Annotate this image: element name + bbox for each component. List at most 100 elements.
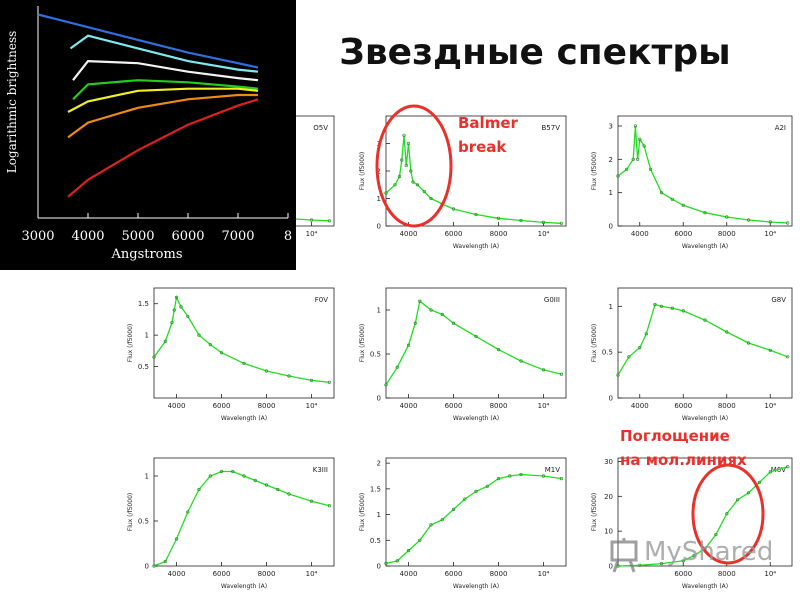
x-tick-label: 10⁴ [764, 570, 776, 578]
spectrum-point [451, 507, 456, 512]
y-tick-label: 1 [145, 473, 149, 481]
x-tick-label: 4000 [400, 230, 418, 238]
spectrum-line-f0v [153, 295, 330, 383]
inset-x-tick-label: 6000 [171, 229, 204, 244]
spectrum-point [625, 167, 629, 171]
spectral-type-label: M1V [545, 466, 560, 474]
spectrum-point [163, 339, 167, 344]
spectrum-point [670, 306, 674, 310]
x-axis-label: Wavelength (A) [221, 583, 267, 590]
x-tick-label: 6000 [445, 570, 463, 578]
y-tick-label: 1 [377, 511, 381, 519]
slide-title: Звездные спектры [339, 32, 731, 73]
y-axis-label: Flux (/f5000) [359, 493, 366, 531]
spectrum-point [287, 374, 291, 378]
inset-x-tick-label: 8 [284, 229, 292, 244]
spectrum-point [659, 561, 664, 566]
spectrum-point [395, 559, 399, 563]
y-axis-label: Flux (/f5000) [591, 324, 598, 362]
x-tick-label: 8000 [718, 230, 736, 238]
spectrum-point [519, 359, 523, 363]
spectrum-point [327, 504, 332, 508]
spectrum-point [253, 478, 257, 483]
x-axis-label: Wavelength (A) [453, 583, 499, 590]
x-tick-label: 8000 [490, 230, 508, 238]
y-tick-label: 2 [377, 460, 381, 468]
spectrum-line-a2i [617, 125, 788, 224]
spectrum-point [231, 469, 235, 474]
x-axis-label: Wavelength (A) [682, 583, 728, 590]
spectrum-point [786, 355, 790, 359]
spectrum-point [768, 470, 772, 474]
y-tick-label: 0.5 [602, 349, 613, 357]
spectrum-point [179, 305, 183, 309]
spectrum-line-m1v [385, 473, 562, 565]
spectrum-point [264, 369, 269, 373]
inset-x-tick-label: 3000 [21, 229, 54, 244]
spectrum-point [186, 314, 190, 318]
spectrum-point [474, 334, 478, 339]
spectrum-point [519, 472, 523, 477]
spectral-type-label: K3III [313, 466, 328, 474]
spectrum-point [197, 487, 201, 492]
x-tick-label: 4000 [168, 570, 186, 578]
x-tick-label: 8000 [490, 402, 508, 410]
spectrum-line-g0iii [385, 300, 562, 386]
x-axis-label: Wavelength (A) [682, 243, 728, 250]
y-tick-label: 0 [145, 563, 149, 571]
spectrum-point [242, 474, 246, 478]
spectrum-panel-a2i: A2I 4000 6000 8000 10⁴ 0 1 2 3 Wavelength (A) Flux… [584, 108, 800, 260]
spectrum-point [186, 510, 190, 514]
spectrum-point [653, 302, 657, 307]
spectrum-point [633, 124, 638, 128]
spectrum-point [496, 477, 501, 481]
myshared-watermark: MyShared [608, 536, 778, 576]
molecular-absorption-label: Поглощение на мол.линиях [620, 424, 747, 472]
x-tick-label: 6000 [674, 402, 692, 410]
spectrum-chart-f0v: F0V 4000 6000 8000 10⁴ 0.5 1 1.5 Wavelength (A) F… [127, 287, 335, 422]
spectrum-point [474, 212, 478, 217]
y-tick-label: 1.5 [138, 300, 149, 308]
spectrum-point [440, 518, 444, 522]
spectrum-point [786, 221, 790, 225]
inset-spectrum-line-2 [69, 34, 259, 73]
balmer-break-label: Balmer break [458, 111, 518, 159]
spectrum-point [768, 348, 772, 352]
y-tick-label: 0 [377, 395, 381, 403]
plot-frame-g8v [617, 287, 793, 399]
spectrum-point [219, 469, 224, 474]
spectrum-point [174, 537, 179, 541]
spectrum-point [395, 365, 399, 369]
spectrum-point [172, 308, 176, 312]
spectrum-point [384, 383, 388, 387]
x-tick-label: 6000 [213, 402, 231, 410]
y-tick-label: 0 [609, 563, 613, 571]
spectrum-point [429, 523, 433, 527]
spectrum-point [648, 167, 653, 171]
plot-frame-g0iii [385, 287, 567, 399]
x-tick-label: 6000 [445, 402, 463, 410]
spectrum-point [496, 216, 501, 220]
spectrum-point [309, 378, 314, 382]
spectrum-point [327, 219, 332, 223]
spectrum-point [541, 220, 546, 224]
x-tick-label: 10⁴ [764, 230, 776, 238]
x-axis-label: Wavelength (A) [453, 415, 499, 422]
y-axis-label: Flux (/f5000) [359, 324, 366, 362]
spectrum-point [638, 137, 642, 141]
spectrum-point [681, 559, 685, 563]
y-axis-label: Flux (/f5000) [127, 493, 134, 531]
x-tick-label: 6000 [674, 230, 692, 238]
spectrum-panel-m1v: M1V 4000 6000 8000 10⁴ 0 0.5 1 1.5 2 Wavelength (A… [352, 450, 574, 600]
spectrum-point [703, 318, 707, 322]
spectrum-point [264, 483, 269, 487]
y-tick-label: 20 [604, 493, 613, 501]
spectrum-panel-m6v: M6V 6000 8000 10⁴ 0 10 20 30 Wavelength (A) Flux … [584, 450, 800, 600]
x-axis-label: Wavelength (A) [221, 415, 267, 422]
x-tick-label: 10⁴ [764, 402, 776, 410]
plot-frame-m6v [617, 457, 793, 567]
y-axis-label: Flux (/f5000) [359, 152, 366, 190]
spectrum-point [635, 157, 640, 161]
y-tick-label: 1 [609, 189, 613, 197]
spectrum-chart-g8v: G8V 4000 6000 8000 10⁴ 0 0.5 1 Wavelength (A) Flu… [591, 287, 793, 422]
